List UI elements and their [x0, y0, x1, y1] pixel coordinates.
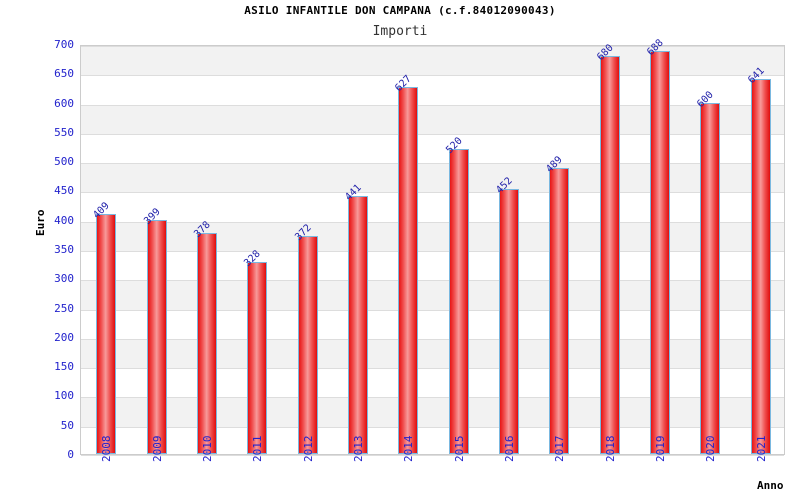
y-tick-label: 400: [54, 213, 74, 227]
bar[interactable]: [549, 167, 570, 454]
gridline: [81, 455, 784, 456]
y-axis-title: Euro: [34, 209, 47, 237]
gridline: [81, 397, 784, 399]
gridline: [81, 104, 784, 106]
bar[interactable]: [398, 86, 419, 454]
y-tick-label: 250: [54, 301, 74, 315]
bar[interactable]: [347, 195, 368, 454]
x-tick-label: 2010: [200, 435, 214, 463]
x-tick-label: 2009: [150, 435, 164, 463]
y-tick-label: 550: [54, 125, 74, 139]
gridline: [81, 251, 784, 252]
y-tick-label: 350: [54, 243, 74, 256]
y-tick-label: 650: [54, 67, 74, 81]
x-tick-label: 2008: [100, 435, 114, 463]
y-tick-label: 500: [54, 155, 74, 169]
y-tick-label: 600: [54, 96, 74, 110]
bar[interactable]: [750, 78, 771, 454]
x-tick-label: 2019: [654, 435, 668, 463]
gridline: [81, 338, 784, 340]
gridline: [81, 46, 784, 47]
bar[interactable]: [247, 261, 268, 454]
x-tick-label: 2011: [251, 435, 265, 463]
gridline: [81, 221, 784, 223]
gridline: [81, 75, 784, 77]
x-tick-label: 2012: [301, 435, 315, 463]
y-tick-label: 150: [54, 360, 74, 374]
chart-title: ASILO INFANTILE DON CAMPANA (c.f.8401209…: [244, 4, 556, 17]
y-tick-label: 50: [60, 418, 74, 432]
gridline: [81, 192, 784, 194]
x-tick-label: 2021: [754, 435, 768, 463]
plot-area: [80, 45, 785, 456]
x-tick-label: 2014: [402, 435, 416, 463]
bar[interactable]: [650, 51, 671, 454]
x-tick-label: 2020: [704, 435, 718, 463]
y-tick-label: 100: [54, 389, 74, 403]
x-tick-label: 2016: [503, 435, 517, 463]
y-tick-label: 0: [67, 448, 74, 461]
gridline: [81, 133, 784, 135]
x-axis-title: Anno: [757, 479, 784, 492]
y-tick-label: 200: [54, 330, 74, 344]
bar[interactable]: [448, 149, 469, 454]
bar[interactable]: [499, 189, 520, 454]
x-tick-label: 2017: [553, 435, 567, 463]
bar[interactable]: [700, 102, 721, 454]
gridline: [81, 368, 784, 370]
gridline: [81, 426, 784, 428]
x-tick-label: 2013: [351, 435, 365, 463]
gridline: [81, 280, 784, 282]
gridline: [81, 163, 784, 165]
bar[interactable]: [599, 55, 620, 454]
gridline: [81, 309, 784, 311]
y-tick-label: 700: [54, 38, 74, 51]
bar[interactable]: [297, 236, 318, 454]
bars-layer: [81, 46, 784, 454]
y-tick-label: 450: [54, 184, 74, 198]
bar[interactable]: [146, 220, 167, 454]
bar[interactable]: [96, 214, 117, 454]
bar[interactable]: [196, 232, 217, 454]
x-tick-label: 2018: [603, 435, 617, 463]
x-tick-label: 2015: [452, 435, 466, 463]
chart-subtitle: Importi: [372, 24, 428, 39]
y-axis-tick-labels: 0 50 100 150 200 250 300 350 400 450 500 550 600 650 7…: [0, 0, 74, 500]
y-tick-label: 300: [54, 272, 74, 286]
